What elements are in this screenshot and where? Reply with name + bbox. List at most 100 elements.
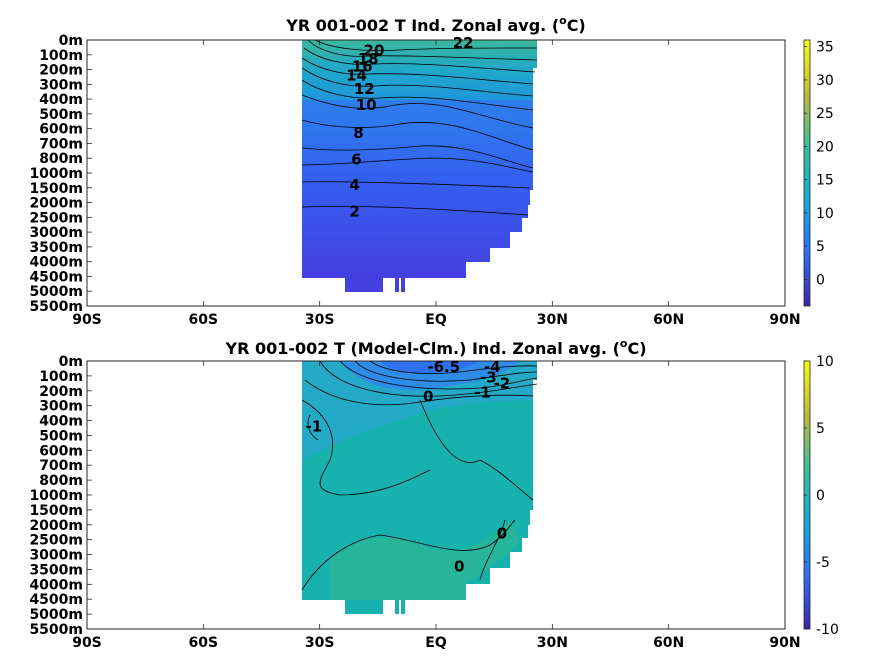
contour-label: -3	[480, 368, 497, 386]
y-tick-label: 600m	[39, 443, 83, 459]
y-tick-label: 700m	[39, 136, 83, 152]
y-tick-label: 3000m	[29, 225, 83, 241]
y-tick-label: 400m	[39, 414, 83, 430]
x-tick-label: 90N	[769, 635, 800, 651]
contour-label: -2	[494, 374, 511, 392]
panel2-title: YR 001-002 T (Model-Clm.) Ind. Zonal avg…	[224, 337, 646, 358]
y-tick-label: 4500m	[29, 269, 83, 285]
contour-label: -6.5	[427, 358, 460, 376]
y-tick-label: 5000m	[29, 284, 83, 300]
y-tick-label: 800m	[39, 473, 83, 489]
colorbar-tick-label: 15	[816, 173, 834, 189]
panel1-x-ticks: 90S 60S 30S EQ 30N 60N 90N	[72, 40, 801, 328]
y-tick-label: 3000m	[29, 548, 83, 564]
colorbar-tick-label: 30	[816, 73, 834, 89]
colorbar-tick-label: 0	[816, 488, 825, 504]
x-tick-label: EQ	[425, 312, 447, 328]
x-tick-label: 30S	[305, 635, 335, 651]
y-tick-label: 3500m	[29, 240, 83, 256]
panel-temperature: YR 001-002 T Ind. Zonal avg. (oC)	[29, 14, 833, 328]
y-tick-label: 2500m	[29, 210, 83, 226]
contour-label: 20	[364, 41, 385, 59]
x-tick-label: 30N	[537, 312, 568, 328]
contour-label: 0	[423, 388, 433, 406]
y-tick-label: 500m	[39, 428, 83, 444]
contour-label: 4	[349, 176, 359, 194]
y-tick-label: 5500m	[29, 622, 83, 638]
panel-temperature-anomaly: YR 001-002 T (Model-Clm.) Ind. Zonal avg…	[29, 337, 838, 651]
contour-label: 2	[349, 202, 359, 220]
contour-label: 10	[356, 96, 377, 114]
panel1-colorbar	[803, 39, 811, 307]
y-tick-label: 0m	[59, 33, 83, 49]
y-tick-label: 100m	[39, 48, 83, 64]
x-tick-label: 90N	[769, 312, 800, 328]
x-tick-label: 30N	[537, 635, 568, 651]
y-tick-label: 2000m	[29, 196, 83, 212]
y-tick-label: 600m	[39, 122, 83, 138]
y-tick-label: 200m	[39, 63, 83, 79]
colorbar-tick-label: -10	[816, 622, 839, 638]
y-tick-label: 0m	[59, 354, 83, 370]
y-tick-label: 300m	[39, 399, 83, 415]
y-tick-label: 2000m	[29, 518, 83, 534]
contour-label: 16	[352, 58, 373, 76]
y-tick-label: 4500m	[29, 592, 83, 608]
contour-label: -1	[306, 418, 323, 436]
contour-label: 22	[453, 34, 474, 52]
panel2-colorbar-ticks: 10 5 0 -5 -10	[804, 354, 839, 638]
panel2-contour-lines	[301, 360, 538, 591]
y-tick-label: 5000m	[29, 607, 83, 623]
y-tick-label: 1500m	[29, 181, 83, 197]
contour-label: 18	[358, 50, 379, 68]
panel1-title: YR 001-002 T Ind. Zonal avg. (oC)	[285, 14, 586, 35]
colorbar-tick-label: 5	[816, 239, 825, 255]
contour-label: 0	[454, 557, 464, 575]
panel2-contour-labels: -6.5 -4-3-2-10-100	[306, 358, 511, 576]
contour-label: 0	[497, 525, 507, 543]
contour-label: 12	[354, 80, 375, 98]
y-tick-label: 500m	[39, 107, 83, 123]
y-tick-label: 800m	[39, 151, 83, 167]
panel2-x-ticks: 90S 60S 30S EQ 30N 60N 90N	[72, 361, 801, 651]
contour-label: -4	[484, 358, 501, 376]
y-tick-label: 1500m	[29, 503, 83, 519]
colorbar-tick-label: -5	[816, 555, 830, 571]
contour-label: -1	[474, 383, 491, 401]
panel1-contour-lines	[301, 39, 538, 216]
panel1-contour-labels: 22 201816141210 8 6 4 2	[346, 34, 474, 220]
panel2-y-ticks: 0m100m200m300m400m500m600m700m800m1000m1…	[29, 354, 92, 638]
x-tick-label: 60S	[189, 312, 219, 328]
panel1-y-ticks: 0m100m200m300m400m500m600m700m800m1000m1…	[29, 33, 92, 315]
y-tick-label: 400m	[39, 92, 83, 108]
colorbar-tick-label: 0	[816, 272, 825, 288]
y-tick-label: 700m	[39, 458, 83, 474]
y-tick-label: 5500m	[29, 299, 83, 315]
contour-label: 14	[346, 66, 367, 84]
colorbar-tick-label: 10	[816, 206, 834, 222]
y-tick-label: 1000m	[29, 488, 83, 504]
y-tick-label: 4000m	[29, 255, 83, 271]
x-tick-label: EQ	[425, 635, 447, 651]
colorbar-tick-label: 5	[816, 421, 825, 437]
x-tick-label: 60N	[653, 312, 684, 328]
x-tick-label: 90S	[72, 635, 102, 651]
y-tick-label: 100m	[39, 369, 83, 385]
x-tick-label: 60N	[653, 635, 684, 651]
panel1-colorbar-ticks: 0 5 10 15 20 25 30 35	[804, 40, 834, 288]
y-tick-label: 200m	[39, 384, 83, 400]
contour-label: 6	[351, 151, 361, 169]
colorbar-tick-label: 25	[816, 106, 834, 122]
x-tick-label: 60S	[189, 635, 219, 651]
y-tick-label: 1000m	[29, 166, 83, 182]
panel1-ocean-field	[302, 40, 537, 292]
contour-label: 8	[353, 124, 363, 142]
y-tick-label: 3500m	[29, 562, 83, 578]
y-tick-label: 2500m	[29, 533, 83, 549]
colorbar-tick-label: 20	[816, 139, 834, 155]
x-tick-label: 30S	[305, 312, 335, 328]
colorbar-tick-label: 35	[816, 40, 834, 56]
y-tick-label: 300m	[39, 77, 83, 93]
colorbar-tick-label: 10	[816, 354, 834, 370]
